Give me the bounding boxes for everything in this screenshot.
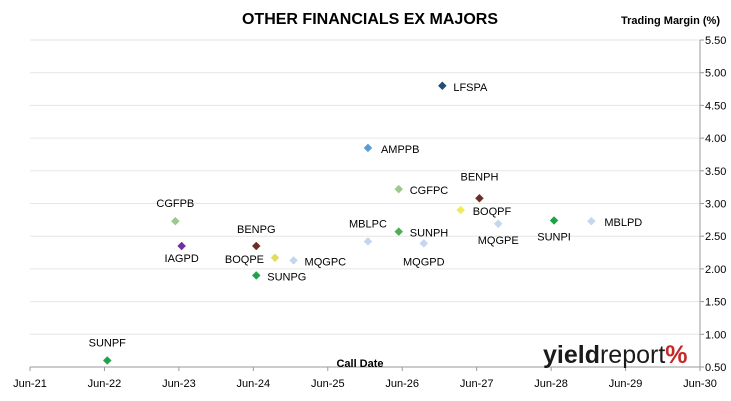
y-tick-label: 5.00: [705, 68, 726, 80]
point-mqgpd: [419, 239, 429, 248]
x-tick-label: Jun-28: [534, 378, 568, 390]
point-sunph: [394, 227, 404, 236]
point-sunpi: [549, 216, 559, 225]
point-cgfpc: [394, 184, 404, 194]
point-label-amppb: AMPPB: [381, 144, 420, 156]
x-tick-label: Jun-29: [609, 378, 643, 390]
point-label-benph: BENPH: [460, 171, 498, 183]
x-tick-label: Jun-25: [311, 378, 345, 390]
x-tick-label: Jun-22: [88, 378, 122, 390]
point-benpg: [251, 241, 261, 251]
point-iagpd: [177, 241, 187, 251]
point-label-benpg: BENPG: [237, 224, 276, 236]
yieldreport-logo: yieldreport%: [543, 341, 688, 369]
point-label-lfspa: LFSPA: [453, 82, 488, 94]
axes: [30, 40, 701, 368]
point-label-boqpf: BOQPF: [473, 206, 512, 218]
point-label-mqgpc: MQGPC: [305, 256, 347, 268]
point-label-mqgpd: MQGPD: [403, 256, 445, 268]
chart-title: OTHER FINANCIALS EX MAJORS: [242, 11, 498, 28]
point-label-sunpi: SUNPI: [537, 232, 571, 244]
point-label-boqpe: BOQPE: [225, 254, 264, 266]
point-sunpg: [251, 271, 261, 280]
y-tick-label: 0.50: [705, 362, 726, 374]
y-axis-title: Trading Margin (%): [621, 15, 720, 27]
y-tick-label: 1.50: [705, 297, 726, 309]
y-tick-label: 3.50: [705, 166, 726, 178]
x-axis-title: Call Date: [336, 358, 383, 370]
logo-text-yield: yield: [543, 341, 600, 369]
point-label-mqgpe: MQGPE: [478, 235, 519, 247]
point-boqpe: [270, 253, 280, 263]
y-tick-label: 5.50: [705, 35, 726, 47]
point-label-sunph: SUNPH: [410, 228, 449, 240]
point-label-cgfpc: CGFPC: [410, 185, 449, 197]
logo-percent-symbol: %: [665, 341, 687, 369]
data-points: [102, 81, 596, 365]
logo-text-report: report: [600, 341, 665, 369]
point-lfspa: [438, 81, 447, 91]
point-boqpf: [456, 205, 466, 215]
point-cgfpb: [170, 216, 180, 226]
x-tick-label: Jun-23: [162, 378, 196, 390]
y-tick-label: 4.00: [705, 133, 726, 145]
x-tick-label: Jun-21: [13, 378, 47, 390]
point-mblpd: [587, 216, 596, 226]
svg-text:yieldreport%: yieldreport%: [543, 341, 688, 369]
y-tick-label: 4.50: [705, 100, 726, 112]
point-label-mblpc: MBLPC: [349, 218, 387, 230]
x-tick-label: Jun-24: [237, 378, 271, 390]
point-mblpc: [363, 237, 373, 246]
y-tick-label: 1.00: [705, 329, 726, 341]
point-sunpf: [102, 356, 112, 365]
point-mqgpe: [493, 219, 503, 229]
point-label-sunpg: SUNPG: [267, 271, 306, 283]
x-tick-label: Jun-27: [460, 378, 494, 390]
gridlines: [29, 39, 704, 371]
x-tick-label: Jun-30: [683, 378, 717, 390]
y-tick-label: 2.00: [705, 264, 726, 276]
point-benph: [475, 193, 484, 203]
x-tick-label: Jun-26: [385, 378, 419, 390]
y-tick-label: 3.00: [705, 199, 726, 211]
y-tick-label: 2.50: [705, 231, 726, 243]
tick-labels: 0.50 1.00 1.50 2.00 2.50 3.00 3.50 4.00 4.50 5.00…: [13, 35, 726, 390]
point-label-sunpf: SUNPF: [89, 337, 127, 349]
point-amppb: [363, 143, 373, 153]
point-label-iagpd: IAGPD: [165, 253, 199, 265]
point-label-mblpd: MBLPD: [604, 217, 642, 229]
point-label-cgfpb: CGFPB: [156, 198, 194, 210]
point-mqgpc: [289, 256, 298, 265]
